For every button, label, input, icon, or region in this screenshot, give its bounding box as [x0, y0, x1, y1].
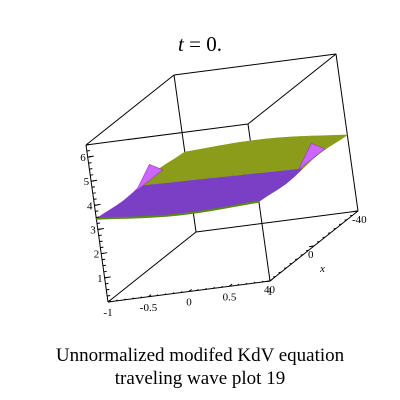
z-tick-label: 6: [80, 152, 86, 164]
figure-caption: Unnormalized modifed KdV equation travel…: [0, 344, 400, 390]
plot-title-value: = 0.: [183, 32, 222, 56]
z-tick-label: 2: [94, 249, 100, 261]
x-tick-label: -1: [103, 307, 112, 319]
x-minor-tick: [115, 299, 118, 302]
z-minor-tick: [98, 234, 102, 237]
axis-ticks: [85, 144, 359, 303]
box-edge: [85, 123, 249, 146]
y-tick-label: -40: [352, 214, 367, 226]
x-minor-tick: [164, 293, 167, 296]
left-edge-spike: [136, 164, 164, 192]
x-minor-tick: [261, 280, 264, 283]
z-minor-tick: [91, 186, 96, 188]
x-minor-tick: [148, 295, 151, 298]
x-minor-tick: [140, 296, 143, 299]
z-minor-tick: [101, 258, 106, 261]
z-tick-label: 3: [90, 225, 96, 237]
x-minor-tick: [196, 289, 199, 291]
y-axis-label: x: [319, 263, 325, 275]
z-minor-tick: [107, 301, 112, 303]
x-minor-tick: [188, 290, 191, 292]
z-minor-tick: [104, 276, 108, 279]
z-minor-tick: [105, 282, 109, 285]
x-tick-label: 0: [186, 297, 192, 309]
z-tick-label: 1: [97, 273, 103, 285]
z-minor-tick: [103, 270, 107, 273]
x-minor-tick: [212, 286, 215, 289]
box-edge: [107, 231, 197, 303]
z-minor-tick: [102, 264, 107, 267]
box-edge: [335, 53, 359, 212]
z-minor-tick: [89, 168, 93, 170]
box-edge: [173, 53, 337, 76]
x-tick-label: -0.5: [140, 302, 158, 314]
z-minor-tick: [87, 156, 91, 158]
x-minor-tick: [245, 282, 248, 285]
y-tick-label: 0: [308, 249, 314, 261]
x-minor-tick: [131, 297, 134, 300]
x-minor-tick: [172, 292, 175, 294]
caption-line-1: Unnormalized modifed KdV equation: [55, 345, 345, 366]
z-tick-label: 4: [87, 200, 93, 212]
surface: [95, 134, 349, 220]
z-minor-tick: [101, 252, 105, 255]
box-edge: [247, 53, 337, 125]
z-minor-tick: [90, 180, 95, 182]
surface-patch: [325, 134, 349, 143]
x-tick-label: 1: [267, 286, 273, 298]
z-minor-tick: [95, 210, 99, 212]
x-tick-label: 0.5: [223, 291, 237, 303]
x-minor-tick: [156, 294, 159, 297]
z-minor-tick: [106, 288, 110, 291]
x-minor-tick: [237, 283, 240, 286]
right-edge-spike: [298, 143, 326, 171]
x-minor-tick: [229, 284, 232, 287]
x-minor-tick: [269, 279, 272, 282]
z-minor-tick: [90, 174, 94, 176]
z-minor-tick: [94, 204, 98, 206]
z-minor-tick: [85, 144, 90, 146]
z-minor-tick: [107, 294, 111, 297]
z-minor-tick: [93, 198, 97, 200]
plot-title-variable: t: [178, 32, 184, 56]
z-minor-tick: [97, 228, 101, 231]
box-edge: [195, 210, 359, 233]
plot-title: t = 0.: [0, 32, 400, 57]
z-tick-label: 5: [84, 176, 90, 188]
x-minor-tick: [180, 291, 183, 293]
x-minor-tick: [123, 298, 126, 301]
z-minor-tick: [99, 240, 103, 243]
z-minor-tick: [92, 192, 96, 194]
z-minor-tick: [86, 150, 90, 152]
x-minor-tick: [204, 287, 207, 290]
z-minor-tick: [100, 246, 104, 249]
caption-line-2: traveling wave plot 19: [114, 368, 286, 389]
z-minor-tick: [96, 216, 100, 218]
surface-front-edge: [96, 200, 260, 220]
box-edge: [85, 74, 175, 146]
z-minor-tick: [88, 162, 92, 164]
x-minor-tick: [221, 285, 224, 288]
y-tick-label: 40: [264, 284, 276, 296]
z-minor-tick: [96, 222, 101, 224]
bounding-box-front: [107, 210, 359, 303]
x-minor-tick: [253, 281, 256, 284]
